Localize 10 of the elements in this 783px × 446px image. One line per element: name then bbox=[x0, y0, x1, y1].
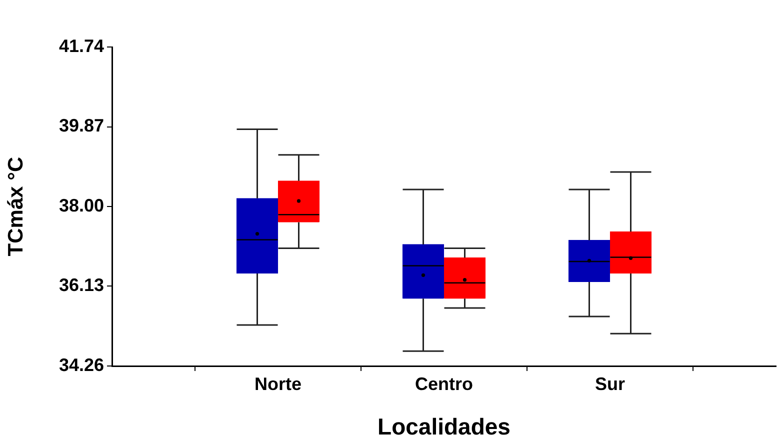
y-tick-label: 34.26 bbox=[58, 354, 104, 375]
x-tick-label: Norte bbox=[254, 374, 302, 394]
y-tick-label: 39.87 bbox=[58, 116, 104, 136]
x-tick-label: Sur bbox=[594, 374, 626, 394]
y-tick-label: 41.74 bbox=[58, 36, 104, 56]
y-axis-title: TCmáx °C bbox=[4, 156, 28, 256]
y-tick-label: 36.13 bbox=[58, 275, 104, 296]
x-tick-label: Centro bbox=[415, 374, 474, 394]
x-axis-title: Localidades bbox=[378, 414, 510, 440]
y-tick-label: 38.00 bbox=[58, 195, 104, 216]
